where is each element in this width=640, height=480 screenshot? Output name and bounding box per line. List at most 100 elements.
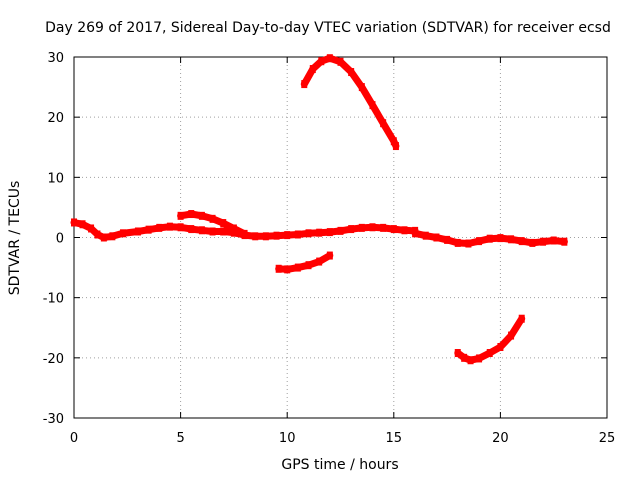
data-point (109, 232, 116, 241)
data-point (390, 225, 397, 234)
data-point (71, 218, 77, 227)
data-point (476, 237, 483, 246)
data-point (412, 229, 419, 238)
data-point (369, 101, 376, 110)
data-point (316, 228, 323, 237)
data-point (284, 265, 291, 274)
data-point (444, 235, 451, 244)
data-point (486, 349, 493, 358)
data-point (294, 230, 301, 239)
data-point (284, 231, 291, 240)
x-axis-title: GPS time / hours (281, 457, 398, 473)
y-tick-label: 30 (47, 51, 64, 66)
axis-ticks: 0 5 10 15 20 25 -30 -20 -10 0 10 20 30 (43, 51, 616, 446)
data-point (220, 219, 227, 228)
data-point (220, 227, 227, 236)
y-tick-label: -30 (43, 412, 64, 427)
data-point (369, 223, 376, 232)
data-point (262, 232, 269, 241)
y-tick-label: 10 (47, 171, 64, 186)
data-point (508, 235, 515, 244)
data-point (79, 220, 86, 229)
data-point (305, 229, 312, 238)
data-point (454, 238, 461, 247)
x-tick-label: 15 (386, 431, 403, 446)
data-point (433, 233, 440, 242)
data-point (209, 214, 216, 223)
y-tick-label: -10 (43, 292, 64, 307)
data-point (252, 232, 259, 241)
data-point (230, 224, 237, 233)
data-point (318, 57, 325, 66)
y-tick-label: -20 (43, 352, 64, 367)
data-series (70, 54, 568, 365)
data-point (529, 238, 536, 247)
data-point (100, 233, 107, 242)
data-point (305, 261, 312, 270)
data-point (156, 223, 163, 232)
data-point (390, 137, 397, 146)
x-tick-label: 0 (70, 431, 78, 446)
data-point (461, 353, 468, 362)
data-point (326, 228, 333, 237)
data-point (209, 227, 216, 236)
data-point (467, 356, 474, 365)
data-point (241, 229, 248, 238)
data-point (230, 228, 237, 237)
data-point (358, 83, 365, 92)
data-point (275, 264, 282, 273)
data-point (518, 237, 525, 246)
data-point (120, 229, 127, 238)
data-point (508, 331, 515, 340)
data-point (177, 211, 184, 220)
grid (74, 57, 607, 418)
data-point (326, 251, 333, 260)
x-tick-label: 10 (279, 431, 296, 446)
x-tick-label: 20 (492, 431, 509, 446)
data-point (380, 119, 387, 128)
data-point (326, 54, 333, 63)
data-point (422, 231, 429, 240)
data-point (294, 263, 301, 272)
data-point (198, 226, 205, 235)
data-point (561, 237, 568, 246)
data-point (134, 227, 141, 236)
data-point (273, 231, 280, 240)
data-point (337, 226, 344, 235)
data-point (358, 223, 365, 232)
data-point (309, 65, 316, 74)
y-tick-label: 20 (47, 111, 64, 126)
data-point (94, 230, 101, 239)
data-point (465, 239, 472, 248)
data-point (198, 211, 205, 220)
data-point (540, 237, 547, 246)
x-tick-label: 5 (176, 431, 184, 446)
data-point (380, 223, 387, 232)
data-point (550, 236, 557, 245)
data-point (177, 223, 184, 232)
y-tick-label: 0 (56, 232, 64, 247)
data-point (348, 68, 355, 77)
data-point (88, 224, 95, 233)
data-point (454, 349, 461, 358)
data-point (401, 226, 408, 235)
data-point (348, 225, 355, 234)
data-point (518, 314, 525, 323)
data-point (188, 210, 195, 219)
data-point (392, 142, 399, 151)
data-point (337, 57, 344, 66)
data-point (145, 225, 152, 234)
chart-title: Day 269 of 2017, Sidereal Day-to-day VTE… (45, 20, 611, 36)
data-point (476, 354, 483, 363)
data-point (316, 257, 323, 266)
y-axis-title: SDTVAR / TECUs (7, 181, 23, 296)
data-point (301, 80, 308, 89)
plot-frame (73, 56, 608, 419)
data-point (497, 343, 504, 352)
data-point (497, 234, 504, 243)
data-point (166, 222, 173, 231)
x-tick-label: 25 (599, 431, 616, 446)
data-point (486, 234, 493, 243)
data-point (188, 225, 195, 234)
